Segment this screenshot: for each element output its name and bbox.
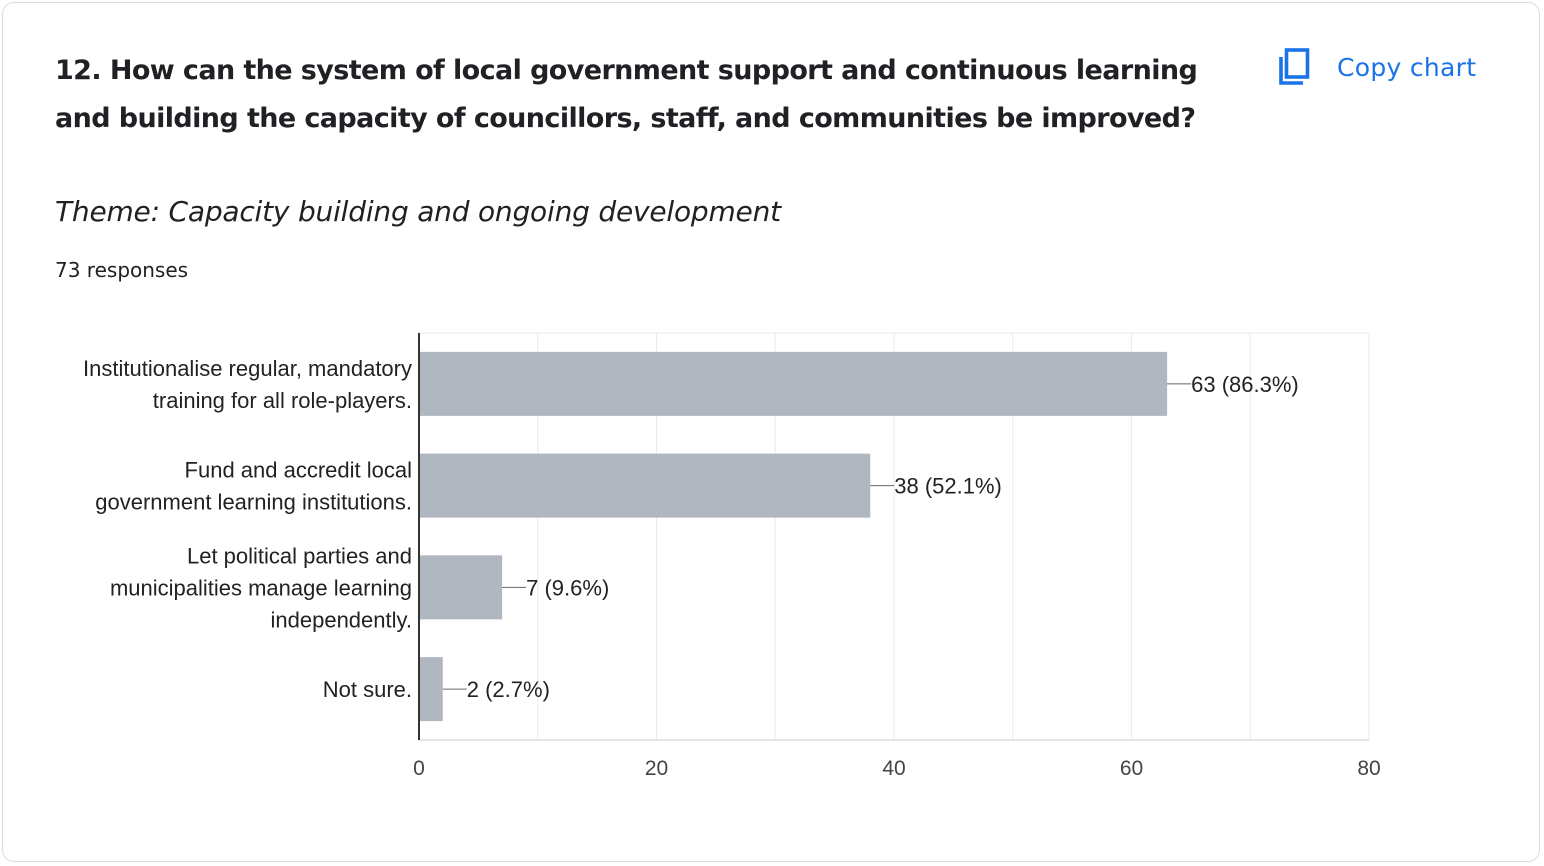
category-label: training for all role-players.: [153, 388, 412, 413]
bar: [419, 351, 1168, 416]
copy-icon: [1279, 48, 1310, 85]
x-tick-label: 80: [1357, 757, 1380, 780]
x-tick-label: 20: [645, 757, 668, 780]
copy-chart-button[interactable]: Copy chart: [1275, 45, 1476, 89]
category-label: municipalities manage learning: [110, 575, 412, 600]
bar: [419, 555, 503, 620]
copy-chart-label: Copy chart: [1337, 52, 1477, 82]
data-label: 2 (2.7%): [467, 677, 550, 702]
x-tick-label: 40: [882, 757, 905, 780]
data-label: 63 (86.3%): [1191, 372, 1299, 397]
category-label: government learning institutions.: [95, 490, 412, 515]
question-title: 12. How can the system of local governme…: [55, 47, 1235, 143]
category-label: Let political parties and: [187, 543, 412, 568]
category-label: Not sure.: [323, 677, 412, 702]
bar: [419, 657, 443, 722]
category-label: independently.: [271, 607, 413, 632]
data-label: 38 (52.1%): [894, 474, 1002, 499]
bar: [419, 453, 871, 518]
theme-subtitle: Theme: Capacity building and ongoing dev…: [55, 195, 781, 228]
category-label: Institutionalise regular, mandatory: [83, 356, 412, 381]
response-count: 73 responses: [55, 258, 189, 282]
x-tick-label: 0: [413, 757, 425, 780]
question-title-line-1: 12. How can the system of local governme…: [55, 55, 1198, 86]
data-label: 7 (9.6%): [526, 575, 609, 600]
x-tick-label: 60: [1120, 757, 1143, 780]
category-label: Fund and accredit local: [185, 458, 412, 483]
question-title-line-2: and building the capacity of councillors…: [55, 103, 1196, 134]
